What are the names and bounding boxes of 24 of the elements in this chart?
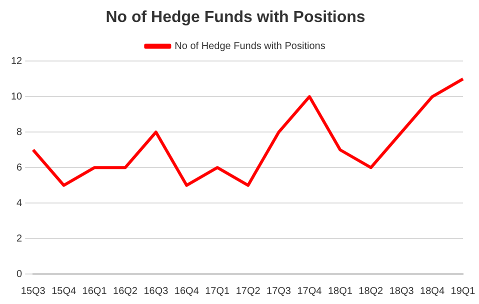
y-tick-label: 12 — [11, 56, 23, 67]
x-tick-label: 16Q4 — [174, 286, 200, 297]
x-tick-label: 17Q1 — [205, 286, 230, 297]
x-tick-label: 18Q2 — [358, 286, 384, 297]
x-tick-label: 18Q3 — [389, 286, 414, 297]
x-tick-label: 16Q3 — [144, 286, 169, 297]
chart-title: No of Hedge Funds with Positions — [106, 9, 366, 26]
x-tick-label: 17Q4 — [297, 286, 322, 297]
x-tick-label: 16Q1 — [82, 286, 108, 297]
y-tick-label: 10 — [11, 91, 23, 102]
x-tick-label: 15Q3 — [20, 286, 46, 297]
x-tick-label: 19Q1 — [450, 286, 476, 297]
x-tick-label: 15Q4 — [52, 286, 76, 297]
y-tick-label: 4 — [16, 198, 23, 209]
y-tick-label: 2 — [16, 233, 23, 244]
x-tick-label: 16Q2 — [113, 286, 138, 297]
legend-label: No of Hedge Funds with Positions — [174, 40, 326, 52]
x-tick-label: 17Q3 — [266, 286, 292, 297]
x-tick-label: 18Q1 — [328, 286, 353, 297]
y-tick-label: 8 — [16, 126, 23, 138]
y-tick-label: 6 — [16, 162, 23, 174]
x-tick-label: 18Q4 — [420, 286, 445, 297]
y-tick-label: 0 — [16, 268, 23, 280]
x-tick-label: 17Q2 — [236, 286, 261, 297]
